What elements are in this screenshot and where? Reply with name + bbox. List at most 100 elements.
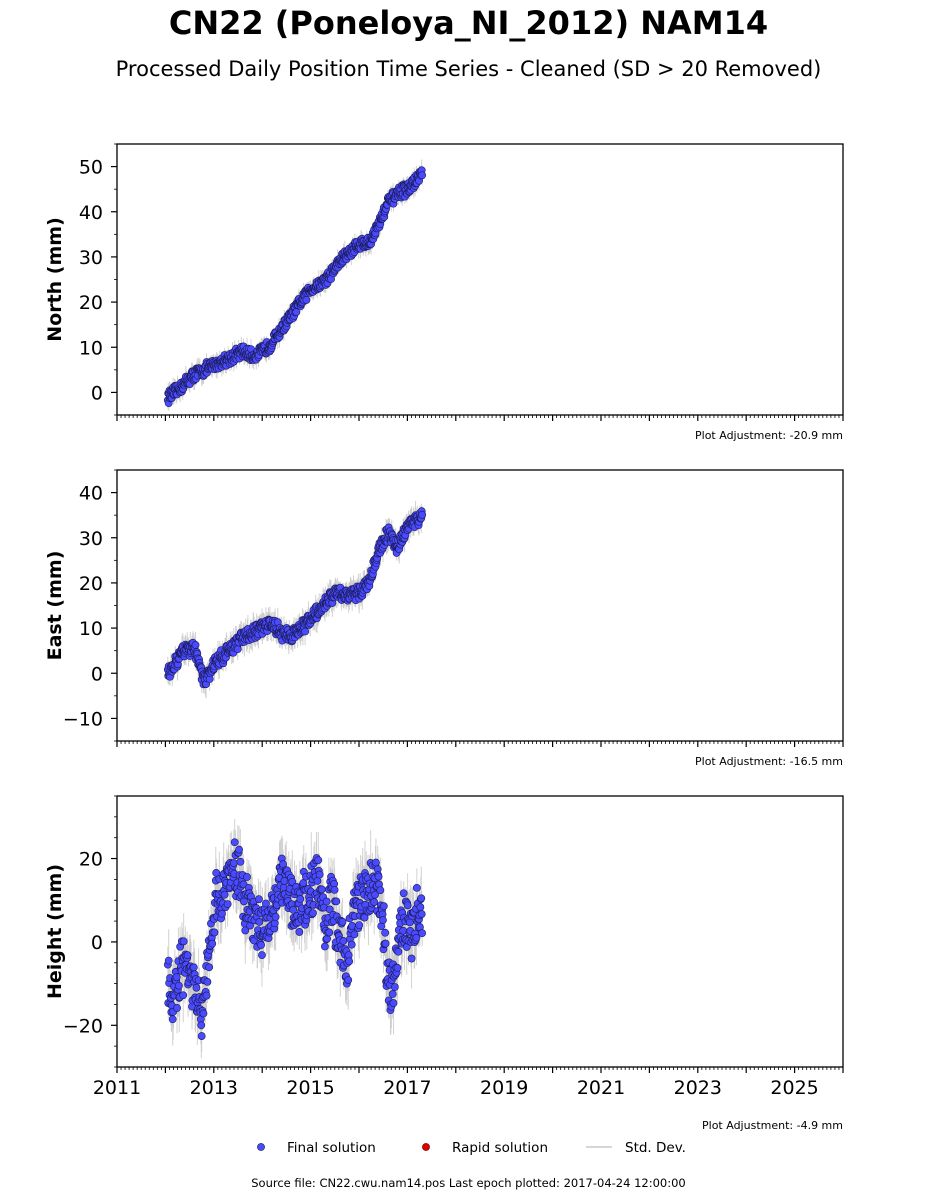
data-point bbox=[289, 905, 298, 914]
data-point bbox=[179, 937, 188, 946]
legend-label: Std. Dev. bbox=[625, 1140, 686, 1156]
data-point bbox=[418, 171, 427, 180]
data-point bbox=[192, 983, 201, 992]
legend-label: Rapid solution bbox=[452, 1140, 548, 1156]
data-point bbox=[241, 926, 250, 935]
data-point bbox=[179, 991, 188, 1000]
y-axis-ticks bbox=[111, 795, 117, 1068]
data-point bbox=[322, 897, 331, 906]
y-tick-label: 0 bbox=[91, 932, 103, 954]
data-point bbox=[403, 901, 412, 910]
data-point bbox=[393, 963, 402, 972]
data-point bbox=[168, 1015, 177, 1024]
data-point bbox=[315, 870, 324, 879]
data-point bbox=[390, 983, 399, 991]
y-axis-label: Height (mm) bbox=[44, 864, 66, 999]
data-point bbox=[417, 894, 426, 903]
plot-frame bbox=[116, 143, 844, 416]
data-point bbox=[412, 884, 421, 892]
data-point bbox=[212, 868, 221, 877]
x-tick-label: 2011 bbox=[93, 1077, 141, 1099]
data-point bbox=[230, 838, 239, 847]
x-tick-label: 2019 bbox=[480, 1077, 528, 1099]
data-point bbox=[172, 973, 181, 982]
x-tick-label: 2013 bbox=[190, 1077, 238, 1099]
source-file-note: Source file: CN22.cwu.nam14.pos Last epo… bbox=[251, 1176, 686, 1190]
data-point bbox=[309, 909, 317, 918]
data-point bbox=[379, 902, 388, 911]
final-solution-points bbox=[163, 507, 427, 689]
final-solution-points bbox=[163, 166, 427, 408]
data-point bbox=[183, 951, 192, 960]
data-point bbox=[407, 954, 416, 963]
data-point bbox=[381, 928, 390, 937]
data-point bbox=[370, 898, 379, 906]
data-point bbox=[205, 963, 214, 972]
data-point bbox=[197, 1032, 206, 1040]
data-point bbox=[203, 978, 212, 986]
y-tick-label: 10 bbox=[79, 337, 103, 359]
data-point bbox=[325, 928, 334, 937]
data-point bbox=[372, 858, 380, 867]
data-point bbox=[417, 910, 426, 918]
chart-title: CN22 (Poneloya_NI_2012) NAM14 bbox=[168, 4, 769, 42]
data-point bbox=[314, 856, 323, 865]
data-point bbox=[258, 951, 266, 960]
data-point bbox=[223, 900, 232, 909]
data-point bbox=[379, 916, 387, 924]
data-point bbox=[295, 928, 304, 936]
panel-north: 0 10 20 30 40 50 North (mm) Plot Adjustment: -2… bbox=[44, 143, 844, 442]
data-point bbox=[360, 913, 369, 922]
data-point bbox=[332, 897, 341, 906]
y-tick-label: 10 bbox=[79, 618, 103, 640]
x-axis-ticks bbox=[116, 1067, 844, 1073]
y-tick-label: 0 bbox=[91, 663, 103, 685]
data-point bbox=[208, 939, 217, 948]
data-point bbox=[235, 845, 243, 854]
data-point bbox=[376, 886, 385, 895]
data-point bbox=[197, 1021, 206, 1030]
data-point bbox=[218, 909, 226, 918]
data-point bbox=[202, 991, 211, 1000]
data-point bbox=[173, 1004, 181, 1012]
y-axis-ticks bbox=[111, 143, 117, 416]
y-tick-label: 30 bbox=[79, 528, 103, 550]
final-solution-points bbox=[163, 838, 427, 1040]
data-point bbox=[317, 885, 326, 894]
y-tick-label: −10 bbox=[63, 708, 103, 730]
x-tick-label: 2017 bbox=[383, 1077, 431, 1099]
panel-east: −10 0 10 20 30 40 East (mm) Plot Adjustment: -1… bbox=[44, 469, 844, 768]
y-tick-label: 40 bbox=[79, 202, 103, 224]
data-point bbox=[191, 641, 200, 649]
data-point bbox=[389, 999, 398, 1007]
data-point bbox=[236, 857, 245, 866]
y-tick-label: 20 bbox=[79, 292, 103, 314]
data-point bbox=[271, 912, 280, 921]
data-point bbox=[174, 981, 183, 990]
data-point bbox=[412, 933, 421, 942]
data-point bbox=[199, 1009, 208, 1018]
x-axis-ticks bbox=[116, 415, 844, 421]
y-tick-label: 20 bbox=[79, 573, 103, 595]
y-tick-label: 20 bbox=[79, 849, 103, 871]
panel-height: 2011 2013 2015 2017 2019 2021 2023 2025 −20 0 20 He… bbox=[44, 795, 844, 1132]
data-point bbox=[418, 929, 427, 938]
y-tick-label: 50 bbox=[79, 157, 103, 179]
plot-adjustment-note: Plot Adjustment: -20.9 mm bbox=[695, 429, 843, 442]
data-point bbox=[320, 942, 329, 951]
data-point bbox=[189, 963, 198, 972]
data-point bbox=[399, 889, 408, 898]
data-point bbox=[292, 308, 301, 317]
x-tick-label: 2015 bbox=[286, 1077, 334, 1099]
plot-frame bbox=[116, 469, 844, 742]
data-point bbox=[339, 937, 348, 945]
y-axis-ticks bbox=[111, 469, 117, 742]
data-point bbox=[330, 885, 339, 894]
plot-adjustment-note: Plot Adjustment: -16.5 mm bbox=[695, 755, 843, 768]
data-point bbox=[355, 921, 364, 930]
data-point bbox=[345, 957, 353, 966]
plot-frame bbox=[116, 795, 844, 1068]
y-tick-label: −20 bbox=[63, 1015, 103, 1037]
y-tick-label: 30 bbox=[79, 247, 103, 269]
legend-rapid-marker bbox=[422, 1143, 430, 1151]
